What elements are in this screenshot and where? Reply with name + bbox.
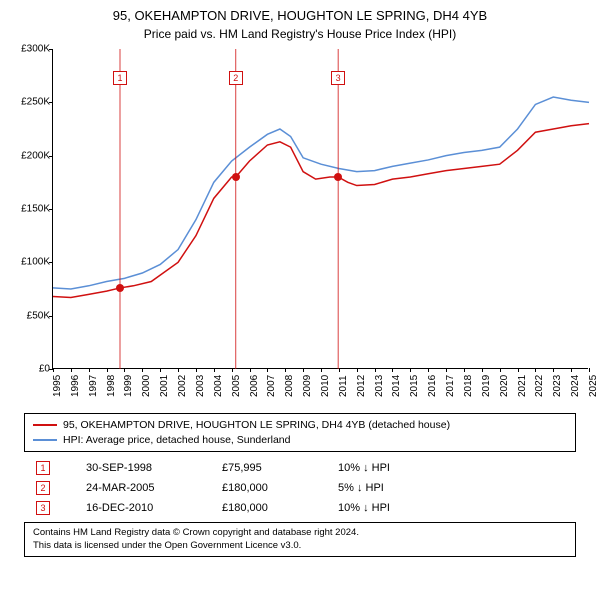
event-dot	[116, 284, 124, 292]
series-line	[53, 97, 589, 289]
event-row: 3 16-DEC-2010 £180,000 10% ↓ HPI	[24, 498, 576, 518]
legend-label: 95, OKEHAMPTON DRIVE, HOUGHTON LE SPRING…	[63, 418, 450, 433]
legend: 95, OKEHAMPTON DRIVE, HOUGHTON LE SPRING…	[24, 413, 576, 452]
xtick-label: 2025	[588, 375, 600, 397]
chart-svg	[53, 49, 588, 368]
ytick-label: £0	[39, 363, 50, 374]
event-number-box: 3	[36, 501, 50, 515]
event-dot	[334, 173, 342, 181]
legend-swatch	[33, 424, 57, 426]
event-dot	[232, 173, 240, 181]
chart-title: 95, OKEHAMPTON DRIVE, HOUGHTON LE SPRING…	[10, 8, 590, 25]
event-number-box: 2	[36, 481, 50, 495]
ytick-label: £150K	[21, 203, 50, 214]
legend-swatch	[33, 439, 57, 441]
event-marker-box: 3	[331, 71, 345, 85]
ytick-label: £200K	[21, 150, 50, 161]
event-delta: 10% ↓ HPI	[338, 502, 428, 514]
attribution-line-2: This data is licensed under the Open Gov…	[33, 540, 567, 552]
event-delta: 10% ↓ HPI	[338, 462, 428, 474]
event-date: 24-MAR-2005	[86, 482, 186, 494]
ytick-label: £50K	[27, 310, 50, 321]
event-date: 30-SEP-1998	[86, 462, 186, 474]
series-line	[53, 124, 589, 298]
attribution-box: Contains HM Land Registry data © Crown c…	[24, 522, 576, 557]
event-marker-box: 2	[229, 71, 243, 85]
event-row: 2 24-MAR-2005 £180,000 5% ↓ HPI	[24, 478, 576, 498]
legend-label: HPI: Average price, detached house, Sund…	[63, 433, 290, 448]
legend-row: 95, OKEHAMPTON DRIVE, HOUGHTON LE SPRING…	[33, 418, 567, 433]
attribution-line-1: Contains HM Land Registry data © Crown c…	[33, 527, 567, 539]
event-row: 1 30-SEP-1998 £75,995 10% ↓ HPI	[24, 458, 576, 478]
chart-container: 95, OKEHAMPTON DRIVE, HOUGHTON LE SPRING…	[0, 0, 600, 590]
event-price: £180,000	[222, 502, 302, 514]
event-delta: 5% ↓ HPI	[338, 482, 428, 494]
events-table: 1 30-SEP-1998 £75,995 10% ↓ HPI 2 24-MAR-2005…	[24, 458, 576, 518]
plot-region: 1 2 3	[52, 49, 588, 369]
event-price: £180,000	[222, 482, 302, 494]
ytick-label: £100K	[21, 257, 50, 268]
legend-row: HPI: Average price, detached house, Sund…	[33, 433, 567, 448]
chart-subtitle: Price paid vs. HM Land Registry's House …	[10, 27, 590, 41]
event-number-box: 1	[36, 461, 50, 475]
ytick-label: £300K	[21, 43, 50, 54]
event-date: 16-DEC-2010	[86, 502, 186, 514]
ytick-label: £250K	[21, 97, 50, 108]
event-price: £75,995	[222, 462, 302, 474]
chart-area: 123 £0£50K£100K£150K£200K£250K£300K19951…	[10, 49, 590, 409]
event-marker-box: 1	[113, 71, 127, 85]
